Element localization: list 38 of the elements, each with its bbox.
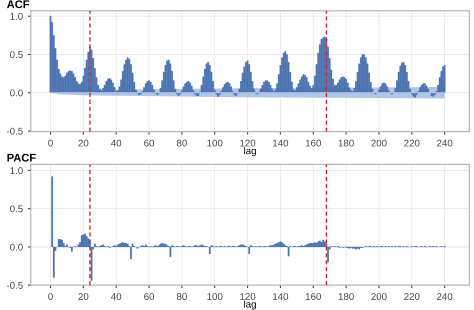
y-tick-label: 1.0 [10,12,23,20]
x-tick-label: 240 [437,293,452,300]
x-tick-label: 0 [48,140,53,147]
x-tick-label: 0 [48,293,53,300]
y-tick-label: 0.5 [10,51,23,58]
x-tick-label: 200 [371,293,387,300]
x-tick-label: 160 [306,293,321,300]
x-tick-label: 160 [306,140,321,147]
x-axis-title: lag [244,147,256,156]
y-tick-label: 1.0 [10,167,23,174]
x-tick-label: 40 [111,140,122,147]
y-tick-label: 0.0 [10,89,23,96]
x-tick-label: 120 [240,140,256,147]
x-tick-label: 120 [240,293,256,300]
y-tick-label: 0.0 [10,244,23,251]
y-tick-label: -0.5 [6,128,23,135]
x-tick-label: 220 [404,140,420,147]
y-tick-label: -0.5 [6,282,23,289]
x-tick-label: 200 [371,140,387,147]
x-tick-label: 240 [437,140,452,147]
x-tick-label: 180 [338,293,354,300]
x-tick-label: 100 [207,293,222,300]
chart-title: ACF [6,0,30,8]
x-tick-label: 40 [111,293,122,300]
chart-title: PACF [7,154,36,162]
x-tick-label: 80 [176,140,187,147]
x-tick-label: 220 [404,293,420,300]
x-tick-label: 180 [338,140,354,147]
x-axis-title: lag [244,300,256,310]
x-tick-label: 60 [144,293,154,300]
x-tick-label: 80 [176,293,187,300]
x-tick-label: 100 [207,140,222,147]
x-tick-label: 20 [78,293,88,300]
x-tick-label: 60 [144,140,154,147]
y-tick-label: 0.5 [10,205,23,212]
x-tick-label: 140 [273,293,288,300]
x-tick-label: 20 [78,140,88,147]
x-tick-label: 140 [273,140,288,147]
